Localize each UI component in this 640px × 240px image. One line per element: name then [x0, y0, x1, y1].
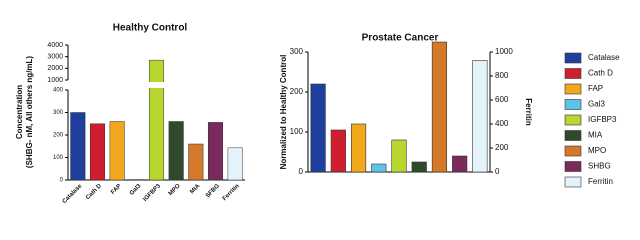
y2-tick-label: 600 — [495, 95, 509, 104]
y2-tick-label: 0 — [495, 167, 500, 176]
bar — [310, 83, 326, 173]
y-tick-label: 3000 — [47, 54, 63, 61]
legend-label: MIA — [588, 131, 603, 140]
legend-label: Gal3 — [588, 100, 605, 109]
y-tick-label: 300 — [53, 110, 64, 116]
legend-label: Catalase — [588, 53, 620, 62]
y-tick-label: 2000 — [47, 65, 63, 72]
legend-swatch — [564, 176, 582, 188]
legend-label: FAP — [588, 84, 603, 93]
bar — [148, 59, 165, 181]
legend-swatch — [564, 145, 582, 157]
y-axis-label: (SHBG- nM, All others ng/mL) — [25, 56, 34, 168]
legend-swatch — [564, 99, 582, 110]
y-tick-label: 4000 — [47, 42, 63, 49]
bar — [188, 143, 204, 181]
bar — [330, 129, 346, 173]
legend-swatch — [564, 161, 582, 172]
legend-label: IGFBP3 — [588, 115, 617, 124]
bar — [472, 60, 488, 173]
y-tick-label: 1000 — [47, 77, 63, 84]
y2-tick-label: 400 — [495, 119, 509, 128]
bar — [109, 121, 125, 181]
y-tick-label: 100 — [53, 155, 64, 161]
y-tick-label: 0 — [299, 167, 304, 176]
legend-label: MPO — [588, 146, 606, 155]
y-tick-label: 400 — [53, 88, 64, 94]
bar — [227, 147, 243, 181]
chart-title: Healthy Control — [113, 23, 188, 34]
bar — [371, 163, 387, 173]
axis-break — [64, 82, 247, 88]
figure: Healthy Control Concentration (SHBG- nM,… — [15, 22, 621, 205]
bar — [70, 112, 86, 181]
legend-swatch — [564, 52, 582, 64]
y2-tick-label: 200 — [495, 143, 509, 152]
y2-axis-label: Ferritin — [524, 98, 533, 126]
bar — [89, 123, 106, 181]
legend-swatch — [564, 114, 582, 126]
bar — [391, 139, 407, 173]
bar — [168, 121, 184, 181]
y-tick-label: 0 — [60, 178, 64, 184]
y-axis-label: Concentration — [15, 85, 24, 139]
legend-label: Ferritin — [588, 177, 613, 186]
bar — [411, 161, 427, 173]
y2-tick-label: 1000 — [495, 47, 513, 56]
legend-swatch — [564, 68, 582, 79]
bar — [350, 123, 367, 173]
legend-swatch — [564, 83, 582, 95]
legend-label: Cath D — [588, 69, 613, 78]
y-tick-label: 100 — [290, 127, 304, 136]
bar — [452, 155, 468, 173]
y2-tick-label: 800 — [495, 71, 509, 80]
y-tick-label: 200 — [53, 133, 64, 139]
y-tick-label: 300 — [290, 47, 304, 56]
legend-label: SHBG — [588, 162, 611, 171]
y-axis-label: Normalized to Healthy Control — [279, 55, 288, 170]
bar — [207, 122, 224, 181]
legend-swatch — [564, 130, 582, 141]
bar — [431, 41, 448, 173]
chart-title: Prostate Cancer — [362, 33, 439, 44]
y-tick-label: 200 — [290, 87, 304, 96]
